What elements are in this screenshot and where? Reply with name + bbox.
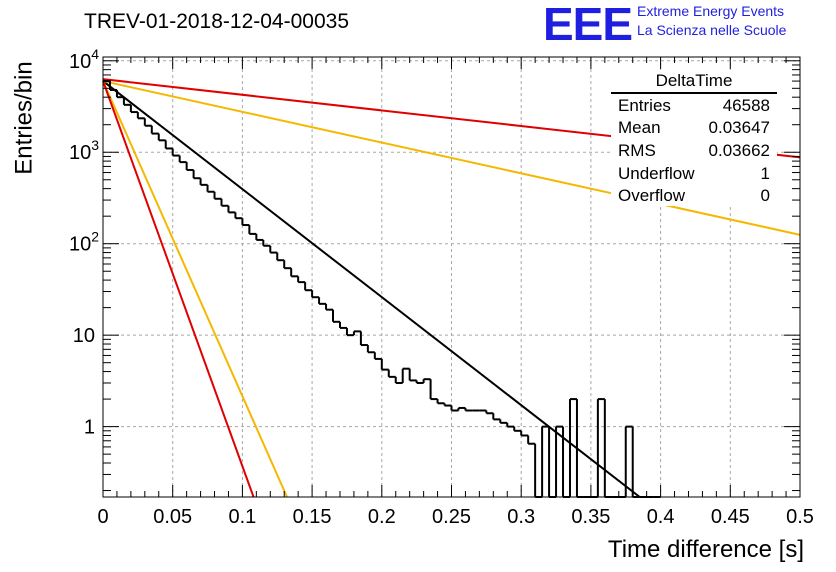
x-tick-label: 0.5 (786, 506, 814, 528)
x-tick-label: 0 (97, 506, 108, 528)
fit-curve (102, 80, 255, 498)
stats-title: DeltaTime (655, 71, 733, 90)
x-tick-label: 0.3 (507, 506, 535, 528)
y-tick-label: 1 (84, 417, 95, 439)
stats-row-underflow: Underflow 1 (618, 162, 770, 185)
stats-value: 46588 (722, 96, 770, 115)
stats-label: Overflow (618, 186, 686, 205)
y-tick-label: 103 (69, 137, 99, 164)
stats-row-mean: Mean 0.03647 (618, 116, 770, 139)
y-tick-labels: 1 10 102 103 104 (69, 46, 99, 439)
x-axis-title: Time difference [s] (607, 536, 804, 563)
x-tick-label: 0.4 (647, 506, 675, 528)
x-tick-label: 0.05 (153, 506, 192, 528)
stats-label: Underflow (618, 164, 695, 183)
eee-logo-text: Extreme Energy Events La Scienza nelle S… (637, 2, 786, 40)
stats-value: 0 (760, 186, 770, 205)
x-tick-label: 0.45 (711, 506, 750, 528)
y-tick-label: 102 (69, 229, 99, 256)
fit-curve (102, 80, 801, 236)
fit-curve (102, 80, 288, 498)
stats-divider (611, 92, 777, 94)
x-tick-label: 0.35 (571, 506, 610, 528)
stats-row-entries: Entries 46588 (618, 94, 770, 117)
axis-ticks (102, 57, 801, 497)
logo-line-2: La Scienza nelle Scuole (637, 22, 787, 38)
y-tick-label: 10 (73, 325, 95, 347)
x-tick-labels: 0 0.05 0.1 0.15 0.2 0.25 0.3 0.35 0.4 0.45 0.5 (97, 506, 813, 528)
x-tick-label: 0.2 (368, 506, 396, 528)
eee-logo-mark: EEE (543, 0, 633, 50)
stats-label: Entries (618, 96, 671, 115)
stats-box: DeltaTime Entries 46588 Mean 0.03647 RMS… (611, 70, 777, 206)
stats-value: 1 (760, 164, 770, 183)
stats-value: 0.03647 (708, 118, 770, 137)
fit-curves (102, 78, 801, 498)
stats-row-overflow: Overflow 0 (618, 184, 770, 207)
y-tick-label: 104 (69, 46, 99, 73)
stats-row-rms: RMS 0.03662 (618, 139, 770, 162)
x-tick-label: 0.25 (432, 506, 471, 528)
stats-value: 0.03662 (708, 141, 770, 160)
stats-label: RMS (618, 141, 656, 160)
x-tick-label: 0.15 (293, 506, 332, 528)
fit-curve (102, 80, 641, 498)
y-axis-title: Entries/bin (10, 61, 38, 175)
histogram (103, 80, 661, 498)
logo-line-1: Extreme Energy Events (637, 3, 785, 19)
chart-title: TREV-01-2018-12-04-00035 (84, 10, 350, 33)
stats-label: Mean (618, 118, 661, 137)
x-tick-label: 0.1 (228, 506, 256, 528)
